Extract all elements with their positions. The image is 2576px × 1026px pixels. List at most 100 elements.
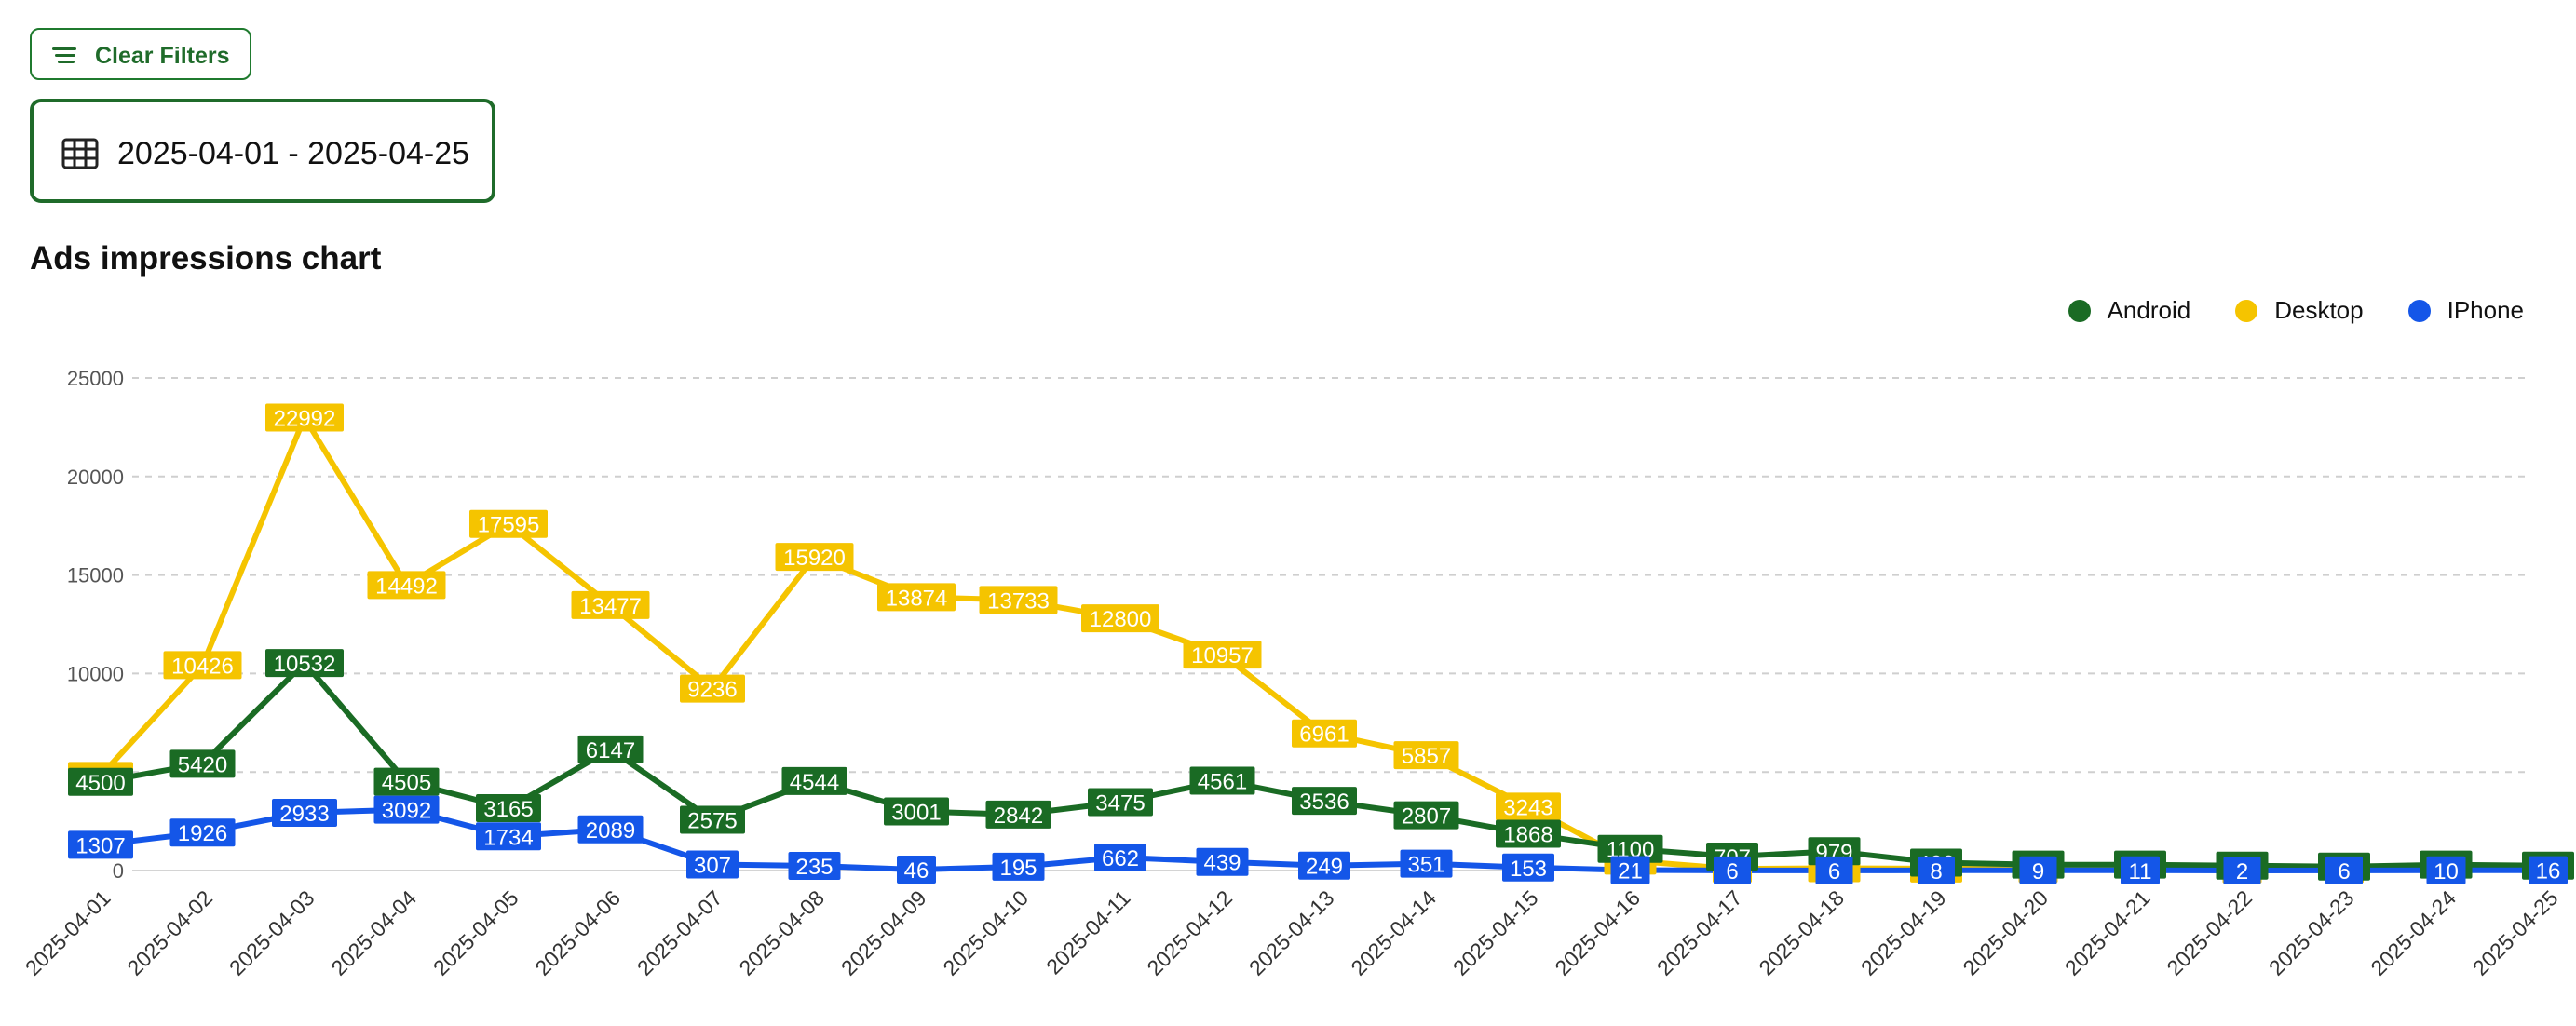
x-tick-label: 2025-04-25: [2468, 885, 2563, 980]
series-line-android: [98, 660, 2551, 870]
data-label: 17595: [478, 513, 540, 538]
data-label: 307: [694, 854, 731, 879]
data-label: 3536: [1299, 790, 1349, 815]
data-label-box: [2121, 856, 2160, 884]
data-label-box: [577, 815, 644, 844]
x-tick-label: 2025-04-18: [1754, 885, 1849, 980]
x-tick-label: 2025-04-20: [1958, 885, 2053, 980]
data-label: 3475: [1095, 790, 1145, 816]
y-tick-label: 10000: [67, 662, 124, 685]
legend-item-desktop[interactable]: Desktop: [2235, 296, 2364, 325]
data-label: 15920: [783, 546, 846, 571]
data-label: 9236: [687, 678, 737, 703]
data-label-box: [68, 767, 133, 796]
x-tick-label: 2025-04-22: [2162, 885, 2257, 980]
data-label: 4500: [75, 771, 125, 796]
data-label-box: [476, 822, 541, 851]
data-label-box: [169, 749, 236, 778]
data-label: 5420: [178, 752, 227, 777]
y-tick-label: 15000: [67, 564, 124, 587]
data-label-box: [897, 856, 936, 884]
data-label: 10957: [1191, 643, 1254, 668]
data-label: 14492: [375, 574, 438, 599]
data-label-box: [1815, 856, 1853, 884]
data-label-box: [680, 674, 745, 703]
data-label: 4544: [790, 770, 839, 795]
data-label-box: [476, 794, 541, 823]
legend-item-android[interactable]: Android: [2068, 296, 2190, 325]
data-label-box: [877, 583, 956, 612]
data-label-box: [1918, 856, 1955, 884]
x-tick-label: 2025-04-13: [1244, 885, 1339, 980]
data-label-box: [1081, 604, 1159, 633]
data-label: 1734: [483, 825, 533, 850]
data-label-box: [775, 543, 854, 572]
legend-item-iphone[interactable]: IPhone: [2407, 296, 2524, 325]
data-label-box: [265, 403, 344, 432]
data-label: 4505: [382, 771, 431, 796]
data-label-box: [686, 850, 739, 879]
data-label-box: [1502, 853, 1554, 882]
data-label: 13733: [987, 588, 1050, 614]
data-label-box: [979, 586, 1058, 614]
data-label-box: [2426, 856, 2466, 884]
data-label: 249: [1306, 855, 1343, 880]
data-label: 12800: [1090, 607, 1152, 632]
date-range-value: 2025-04-01 - 2025-04-25: [117, 136, 470, 171]
data-label-box: [1714, 856, 1751, 884]
data-label: 9: [2032, 859, 2044, 884]
legend-label: Desktop: [2274, 296, 2364, 324]
data-label: 3001: [891, 800, 941, 825]
data-label: 6961: [1299, 722, 1349, 748]
data-label: 662: [1102, 846, 1139, 871]
data-label: 1926: [178, 821, 227, 846]
data-label-box: [577, 735, 644, 763]
data-label-box: [265, 649, 344, 678]
data-label: 11: [2129, 859, 2152, 884]
data-label-box: [1189, 766, 1255, 795]
data-label: 6147: [586, 738, 635, 763]
data-label: 153: [1510, 857, 1547, 882]
x-tick-label: 2025-04-21: [2060, 885, 2155, 980]
data-label-box: [1088, 788, 1153, 817]
data-label-box: [1292, 719, 1357, 748]
x-tick-label: 2025-04-02: [122, 885, 217, 980]
data-label: 3092: [382, 799, 431, 824]
x-tick-label: 2025-04-06: [530, 885, 625, 980]
data-label-box: [2019, 856, 2057, 884]
data-label-box: [373, 795, 440, 824]
data-label-box: [1298, 851, 1350, 880]
x-tick-label: 2025-04-16: [1550, 885, 1645, 980]
legend-swatch: [2407, 299, 2431, 322]
date-range-picker[interactable]: 2025-04-01 - 2025-04-25: [30, 99, 495, 203]
data-label-box: [2529, 856, 2568, 884]
legend-swatch: [2068, 299, 2091, 322]
x-tick-label: 2025-04-23: [2264, 885, 2359, 980]
data-label-box: [163, 651, 242, 680]
data-label: 351: [1407, 853, 1444, 878]
data-label: 2089: [586, 818, 635, 844]
clear-filters-label: Clear Filters: [95, 43, 230, 69]
data-label: 1307: [75, 833, 125, 858]
data-label: 2842: [994, 803, 1043, 829]
data-label: 195: [999, 856, 1037, 881]
data-label-box: [1196, 847, 1249, 876]
x-tick-label: 2025-04-07: [632, 885, 727, 980]
data-label-box: [788, 852, 841, 881]
x-tick-label: 2025-04-09: [836, 885, 931, 980]
data-label-box: [884, 797, 949, 826]
clear-filters-button[interactable]: Clear Filters: [30, 28, 251, 80]
data-label: 16: [2536, 859, 2561, 884]
data-label: 5857: [1402, 744, 1451, 769]
data-label-box: [2223, 856, 2261, 884]
x-tick-label: 2025-04-11: [1041, 885, 1134, 979]
data-label-box: [1496, 792, 1561, 821]
data-label-box: [1393, 741, 1459, 770]
data-label: 8: [1930, 859, 1942, 884]
x-tick-label: 2025-04-12: [1142, 885, 1237, 980]
chart-title: Ads impressions chart: [30, 240, 382, 277]
x-tick-label: 2025-04-17: [1652, 885, 1747, 980]
data-label: 235: [795, 855, 833, 880]
data-label: 3165: [483, 797, 533, 822]
